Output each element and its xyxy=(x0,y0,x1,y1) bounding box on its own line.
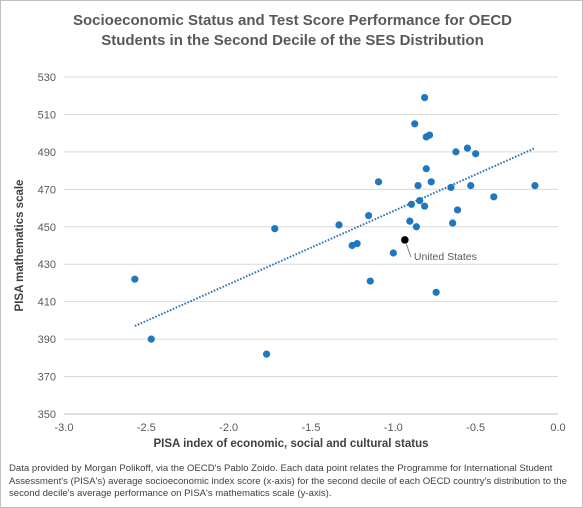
y-axis-title: PISA mathematics scale xyxy=(14,180,26,312)
data-point xyxy=(335,221,343,229)
y-tick-labels: 350 370 390 410 430 450 470 490 510 530 xyxy=(38,72,56,421)
data-point xyxy=(374,178,383,186)
data-point xyxy=(472,150,480,158)
source-footnote: Data provided by Morgan Polikoff, via th… xyxy=(9,463,567,499)
x-tick-label: -0.5 xyxy=(466,422,485,434)
data-point xyxy=(531,181,539,190)
x-tick-label: -1.0 xyxy=(384,422,403,434)
data-point xyxy=(412,223,420,231)
x-tick-label: -2.5 xyxy=(137,422,156,434)
x-tick-label: -3.0 xyxy=(55,422,74,434)
chart-title-line-1: Socioeconomic Status and Test Score Perf… xyxy=(73,12,512,29)
y-tick-label: 510 xyxy=(38,109,56,121)
data-point xyxy=(131,275,139,283)
data-point xyxy=(463,144,472,152)
trendline xyxy=(134,147,536,327)
data-point xyxy=(432,288,440,296)
data-point xyxy=(389,249,397,257)
data-point xyxy=(447,183,455,192)
x-tick-label: 0.0 xyxy=(550,422,565,434)
highlight-layer: United States xyxy=(400,235,477,263)
x-axis-title: PISA index of economic, social and cultu… xyxy=(153,438,428,450)
data-point xyxy=(421,93,429,102)
chart-title-line-2: Students in the Second Decile of the SES… xyxy=(101,32,484,49)
y-tick-label: 390 xyxy=(38,334,56,346)
y-tick-label: 470 xyxy=(38,184,56,196)
data-point xyxy=(262,350,271,358)
y-tick-label: 370 xyxy=(38,372,56,384)
y-tick-label: 450 xyxy=(38,222,56,234)
highlighted-data-point xyxy=(400,235,410,245)
x-tick-label: -1.5 xyxy=(302,422,321,434)
x-tick-label: -2.0 xyxy=(219,422,238,434)
data-point xyxy=(414,181,422,190)
data-point xyxy=(421,202,429,210)
x-tick-labels: -3.0 -2.5 -2.0 -1.5 -1.0 -0.5 0.0 xyxy=(55,422,566,434)
data-point xyxy=(406,217,414,225)
data-point xyxy=(449,219,457,227)
data-point xyxy=(467,181,475,190)
data-point xyxy=(425,131,434,139)
gridlines xyxy=(64,76,558,415)
data-point xyxy=(427,178,435,186)
data-point xyxy=(407,200,416,208)
data-points xyxy=(131,93,539,358)
annotation-label: United States xyxy=(414,251,477,263)
y-tick-label: 350 xyxy=(38,409,56,421)
data-point xyxy=(453,206,462,214)
data-point xyxy=(416,196,424,205)
y-tick-label: 430 xyxy=(38,259,56,271)
data-point xyxy=(365,211,373,220)
trendline-layer xyxy=(134,147,536,327)
data-point xyxy=(147,335,155,343)
y-tick-label: 530 xyxy=(38,72,56,84)
data-point xyxy=(422,165,430,173)
data-point xyxy=(490,193,498,201)
data-point xyxy=(366,277,374,285)
y-tick-label: 490 xyxy=(38,147,56,159)
data-point xyxy=(452,148,460,156)
data-point xyxy=(353,240,361,248)
data-point xyxy=(271,225,279,233)
data-point xyxy=(411,120,419,128)
y-tick-label: 410 xyxy=(38,297,56,309)
